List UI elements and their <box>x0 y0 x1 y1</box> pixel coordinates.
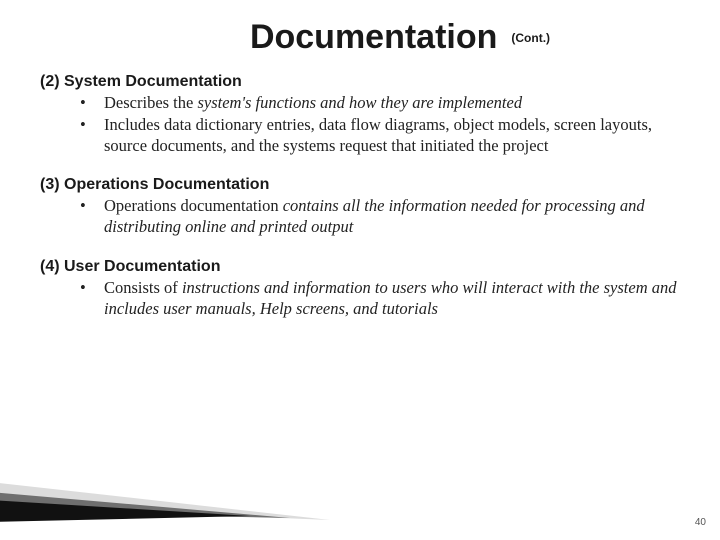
bullet-text: Consists of <box>104 278 182 297</box>
list-item: Describes the system's functions and how… <box>40 92 680 113</box>
section-operations: (3) Operations Documentation Operations … <box>40 176 680 237</box>
bullet-em: instructions and information to users wh… <box>104 278 677 318</box>
section-head: (3) Operations Documentation <box>40 176 680 194</box>
bullet-text: Describes the <box>104 93 197 112</box>
decorative-wedge-icon <box>0 482 330 530</box>
section-head: (2) System Documentation <box>40 73 680 91</box>
bullet-list: Describes the system's functions and how… <box>40 92 680 156</box>
bullet-em: system's functions and how they are impl… <box>197 93 522 112</box>
section-head: (4) User Documentation <box>40 258 680 276</box>
bullet-list: Operations documentation contains all th… <box>40 195 680 237</box>
list-item: Includes data dictionary entries, data f… <box>40 114 680 156</box>
title-cont: (Cont.) <box>511 31 550 45</box>
list-item: Operations documentation contains all th… <box>40 195 680 237</box>
page-number: 40 <box>695 517 706 528</box>
slide: Documentation (Cont.) (2) System Documen… <box>0 0 720 540</box>
wedge-dark <box>0 500 250 522</box>
section-system: (2) System Documentation Describes the s… <box>40 73 680 156</box>
bullet-text: Operations documentation <box>104 196 283 215</box>
list-item: Consists of instructions and information… <box>40 277 680 319</box>
wedge-light <box>0 482 330 520</box>
page-title: Documentation <box>250 18 497 56</box>
title-line: Documentation (Cont.) <box>40 18 680 57</box>
section-user: (4) User Documentation Consists of instr… <box>40 258 680 319</box>
wedge-mid <box>0 492 290 518</box>
bullet-list: Consists of instructions and information… <box>40 277 680 319</box>
bullet-text: Includes data dictionary entries, data f… <box>104 115 652 155</box>
